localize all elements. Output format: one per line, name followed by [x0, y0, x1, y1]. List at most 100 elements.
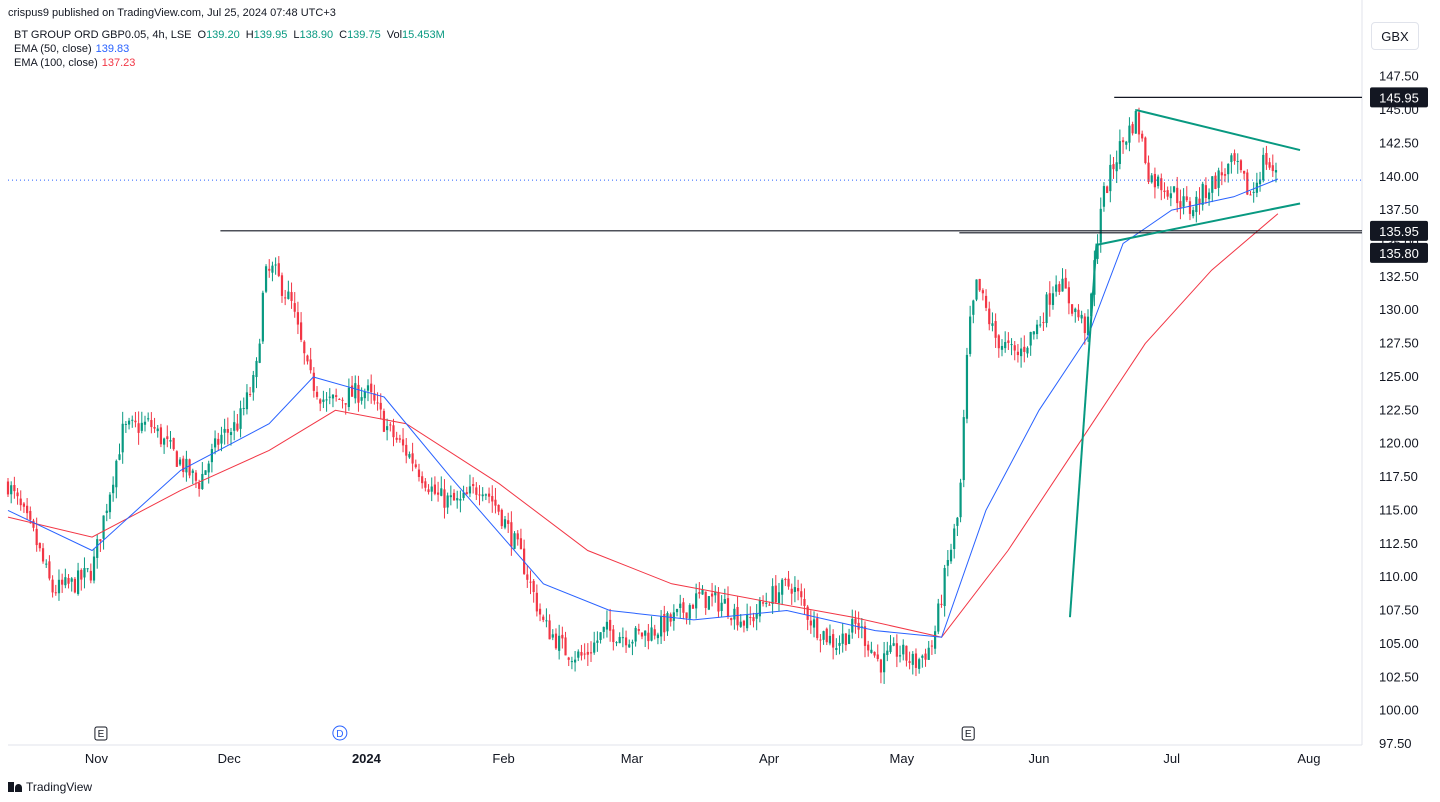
candle-body — [870, 649, 873, 653]
candle-body — [835, 648, 838, 651]
candle-body — [1144, 137, 1147, 163]
candle-body — [249, 394, 252, 396]
candle-body — [975, 279, 978, 300]
candle-body — [1201, 183, 1204, 205]
candle-body — [1039, 324, 1042, 326]
candle-body — [832, 634, 835, 648]
trendline[interactable] — [1096, 202, 1301, 246]
candle-body — [978, 278, 981, 291]
candle-body — [867, 644, 870, 651]
candle-body — [758, 600, 761, 617]
candle-body — [930, 645, 934, 647]
candle-body — [685, 612, 688, 619]
candle-body — [723, 599, 726, 604]
candle-body — [714, 591, 717, 596]
candle-body — [1179, 201, 1182, 208]
candle-body — [1160, 178, 1163, 191]
earnings-event-icon[interactable] — [94, 726, 108, 741]
candle-body — [405, 444, 408, 456]
candle-body — [1134, 110, 1137, 134]
candle-body — [1246, 172, 1249, 195]
currency-selector[interactable]: GBX — [1371, 22, 1419, 50]
candle-body — [163, 438, 166, 445]
candle-body — [962, 417, 965, 481]
candle-body — [940, 603, 943, 605]
candle-body — [644, 630, 647, 636]
candle-body — [239, 408, 242, 429]
x-tick-label: Nov — [85, 751, 109, 766]
trendline[interactable] — [1068, 243, 1098, 618]
ema100-row[interactable]: EMA (100, close) 137.23 — [14, 56, 445, 70]
candle-body — [1188, 201, 1192, 214]
trendline[interactable] — [1136, 109, 1301, 152]
candle-body — [1016, 351, 1020, 356]
candle-body — [1214, 175, 1217, 190]
candle-body — [969, 316, 972, 354]
candle-body — [169, 440, 172, 442]
candle-body — [478, 494, 481, 496]
candle-body — [927, 647, 930, 660]
candle-body — [577, 651, 580, 658]
candle-body — [99, 539, 102, 542]
candle-body — [1055, 284, 1058, 292]
candle-body — [1220, 172, 1223, 176]
candle-body — [178, 459, 182, 465]
candle-body — [710, 593, 714, 597]
candle-body — [16, 492, 19, 497]
y-tick-label: 110.00 — [1379, 569, 1418, 584]
candle-body — [949, 549, 953, 562]
high-value: H139.95 — [245, 29, 288, 41]
dividend-event-icon[interactable] — [332, 725, 348, 741]
candle-body — [363, 391, 366, 399]
candle-body — [892, 643, 895, 646]
candle-body — [535, 592, 538, 612]
high-label: H — [245, 29, 254, 41]
candle-body — [883, 653, 886, 673]
candle-body — [1096, 244, 1099, 259]
y-tick-label: 147.50 — [1379, 69, 1419, 84]
candle-body — [408, 454, 411, 458]
candle-body — [548, 620, 551, 640]
y-tick-label: 142.50 — [1379, 135, 1419, 150]
candle-body — [1271, 165, 1274, 172]
candle-body — [905, 645, 908, 661]
candle-body — [338, 398, 341, 400]
candle-body — [172, 438, 175, 450]
candle-body — [790, 588, 793, 594]
candle-body — [13, 485, 16, 492]
candle-body — [395, 437, 398, 440]
footer-brand[interactable]: TradingView — [26, 780, 93, 794]
close-label: C — [339, 29, 348, 41]
ema50-row[interactable]: EMA (50, close) 139.83 — [14, 42, 445, 56]
open-value: O139.20 — [197, 29, 240, 41]
candle-body — [615, 642, 618, 644]
candle-body — [1032, 331, 1035, 335]
candle-body — [1147, 162, 1150, 182]
candle-body — [844, 633, 847, 646]
candle-body — [545, 620, 548, 622]
candle-body — [1169, 193, 1172, 199]
symbol-label[interactable]: BT GROUP ORD GBP0.05, 4h, LSE — [14, 29, 192, 41]
candle-body — [57, 579, 61, 594]
candle-body — [153, 427, 156, 429]
candle-body — [628, 644, 631, 648]
candle-body — [886, 650, 889, 655]
x-tick-label: Mar — [621, 751, 644, 766]
candle-body — [54, 592, 57, 594]
candle-body — [41, 548, 45, 562]
candle-body — [953, 528, 956, 550]
candle-body — [675, 608, 679, 613]
candle-body — [698, 592, 701, 594]
earnings-event-icon[interactable] — [961, 726, 975, 741]
candle-body — [1086, 316, 1090, 336]
candle-body — [86, 568, 89, 570]
candle-body — [596, 640, 599, 643]
candle-body — [1061, 278, 1064, 292]
candle-body — [602, 626, 605, 632]
candle-body — [800, 591, 803, 598]
candle-body — [341, 399, 344, 401]
candle-body — [287, 291, 290, 299]
candle-body — [924, 653, 927, 660]
candle-body — [1185, 196, 1188, 201]
